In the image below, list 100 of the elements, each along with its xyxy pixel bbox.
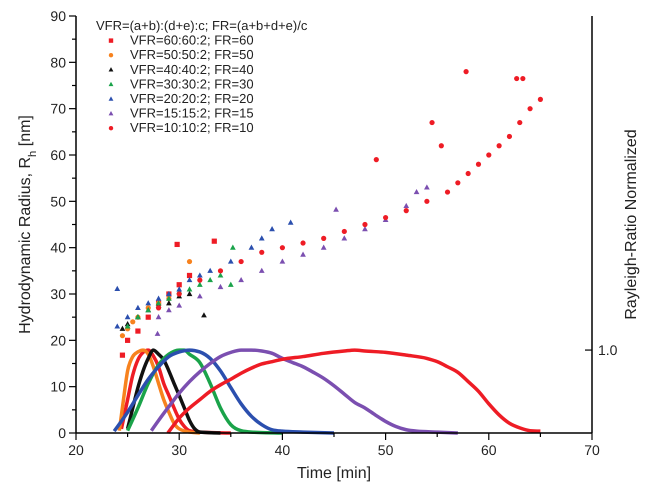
y-tick-label: 90 [50,8,66,24]
point [342,228,347,234]
x-axis-title: Time [min] [296,465,372,482]
point [527,106,533,112]
y-tick-label: 80 [50,54,66,70]
point [176,286,182,292]
y-tick-label: 60 [50,147,66,163]
point [196,272,203,278]
y-tick-label: 10 [50,378,66,395]
legend-label: VFR=10:10:2; FR=10 [130,120,254,136]
point [248,244,254,250]
point [258,268,265,273]
point [120,326,126,331]
point [455,180,460,186]
legend-label: VFR=20:20:2; FR=20 [130,91,254,106]
point [130,319,136,324]
legend-label: VFR=50:50:2; FR=50 [130,47,254,62]
point [207,276,214,282]
y-tick-label: 30 [50,286,66,302]
point [288,220,294,225]
point [186,258,192,264]
x-tick-label: 60 [481,442,497,458]
point [228,258,234,264]
point [201,312,207,318]
point [120,333,126,338]
point [238,276,244,282]
point [496,143,502,148]
point [196,293,203,298]
point [135,304,141,310]
point [114,286,120,291]
point [538,96,543,102]
legend-title: VFR=(a+b):(d+e):c; FR=(a+b+d+e)/c [96,18,308,33]
point [145,300,152,306]
legend-label: VFR=60:60:2; FR=60 [130,32,254,48]
y-tick-label: 40 [50,240,66,256]
point [125,338,130,343]
point [424,198,430,204]
point [156,305,162,310]
point [258,235,265,240]
point [228,282,234,287]
x-tick-label: 70 [584,442,600,458]
point [218,284,224,290]
x-tick-label: 50 [378,442,394,458]
point [438,143,444,148]
line-series [150,348,460,435]
point [520,76,526,82]
point [414,188,420,194]
y-tick-label: 70 [50,100,66,117]
point [146,314,151,320]
x-tick-label: 20 [68,442,84,458]
point [124,323,130,329]
point [218,268,224,274]
line-series [112,348,336,435]
point [466,170,471,176]
point [333,206,339,212]
point [124,314,130,320]
point [517,120,522,126]
point [186,286,192,292]
point [321,236,326,241]
point [114,323,120,329]
legend-label: VFR=40:40:2; FR=40 [130,62,254,77]
point [362,222,368,228]
point [300,251,306,257]
legend-label: VFR=30:30:2; FR=30 [130,76,254,92]
point [486,152,492,158]
point [320,244,327,250]
point [514,76,520,82]
y2-axis-title: Rayleigh-Ratio Normalized [623,129,640,320]
point [207,268,214,273]
point [403,202,410,208]
point [166,307,172,312]
point [186,272,192,278]
point [154,330,160,336]
point [174,242,180,248]
point [176,282,182,288]
point [197,278,202,283]
point [404,208,409,214]
point [238,258,244,264]
point [506,134,512,140]
point [156,296,162,301]
text: 1.0 [598,342,618,358]
point [300,240,306,246]
point [166,300,172,306]
point [280,245,285,250]
point [424,184,430,190]
point [135,328,141,334]
point [230,244,236,250]
point [463,69,469,74]
point [120,352,126,358]
point [374,157,379,162]
x-tick-label: 30 [171,442,188,458]
point [176,302,182,308]
point [259,250,264,255]
y-tick-label: 0 [58,425,66,441]
point [341,235,348,240]
point [476,162,482,167]
y-tick-label: 20 [50,332,66,348]
point [156,314,162,320]
point [280,258,286,264]
point [444,189,450,195]
